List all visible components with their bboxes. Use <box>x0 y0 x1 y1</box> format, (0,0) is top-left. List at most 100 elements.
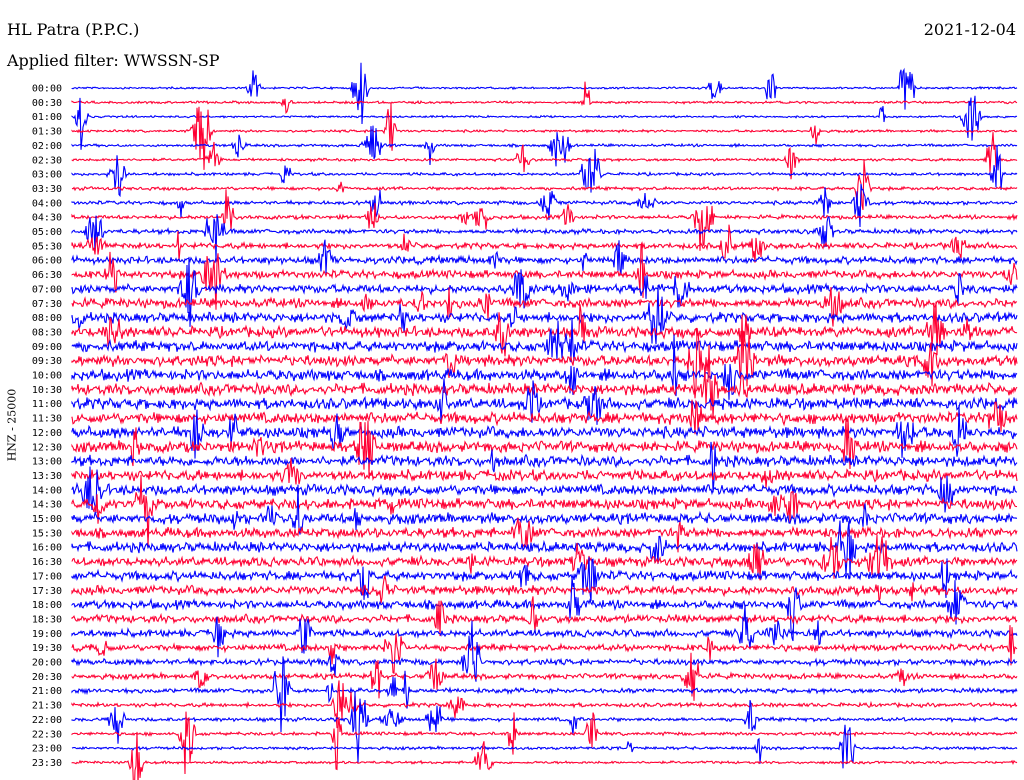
row-time-label: 23:30 <box>32 758 62 769</box>
seismic-trace <box>71 256 1018 327</box>
seismic-trace <box>71 625 1018 675</box>
trace-group <box>71 62 1018 780</box>
seismic-trace <box>71 405 1018 459</box>
seismic-trace <box>71 731 1018 780</box>
row-time-label: 04:00 <box>32 198 62 209</box>
seismic-trace <box>71 474 1018 549</box>
seismic-trace <box>71 159 1018 211</box>
row-time-label: 11:30 <box>32 414 62 425</box>
seismic-trace <box>71 575 1018 604</box>
seismic-trace <box>71 399 1018 435</box>
row-time-label: 02:30 <box>32 155 62 166</box>
seismic-trace <box>71 145 1018 198</box>
row-time-label: 00:00 <box>32 84 62 95</box>
seismic-trace <box>71 576 1018 642</box>
row-time-label: 22:30 <box>32 729 62 740</box>
seismic-trace <box>71 125 1018 167</box>
row-time-label: 08:30 <box>32 327 62 338</box>
row-time-label: 21:00 <box>32 686 62 697</box>
row-label-group: 00:00 00:30 01:00 01:30 02:00 02:30 03:00 03:30… <box>32 84 62 769</box>
row-time-label: 15:00 <box>32 514 62 525</box>
row-time-label: 07:30 <box>32 299 62 310</box>
seismic-trace <box>71 314 1018 399</box>
row-time-label: 03:00 <box>32 170 62 181</box>
seismic-trace <box>71 557 1018 601</box>
row-time-label: 07:00 <box>32 284 62 295</box>
row-time-label: 13:30 <box>32 471 62 482</box>
row-time-label: 01:30 <box>32 127 62 138</box>
date-label: 2021-12-04 <box>923 20 1016 39</box>
seismic-trace <box>71 652 1018 701</box>
row-time-label: 21:30 <box>32 701 62 712</box>
seismic-trace <box>71 132 1018 180</box>
row-time-label: 23:00 <box>32 744 62 755</box>
row-time-label: 14:30 <box>32 500 62 511</box>
row-time-label: 01:00 <box>32 112 62 123</box>
seismic-trace <box>71 517 1018 553</box>
seismic-trace <box>71 285 1018 345</box>
row-time-label: 09:30 <box>32 356 62 367</box>
row-time-label: 04:30 <box>32 213 62 224</box>
row-time-label: 19:00 <box>32 629 62 640</box>
row-time-label: 03:30 <box>32 184 62 195</box>
row-time-label: 16:00 <box>32 543 62 554</box>
seismic-trace <box>71 711 1018 775</box>
row-time-label: 12:00 <box>32 428 62 439</box>
seismic-trace <box>71 458 1018 488</box>
seismic-trace <box>71 62 1018 125</box>
seismic-trace <box>71 596 1018 637</box>
row-time-label: 10:30 <box>32 385 62 396</box>
row-time-label: 06:30 <box>32 270 62 281</box>
seismic-trace <box>71 95 1018 150</box>
seismic-trace <box>71 214 1018 262</box>
seismic-trace <box>71 724 1018 769</box>
seismic-trace <box>71 466 1018 514</box>
seismic-trace <box>71 224 1018 263</box>
row-time-label: 18:30 <box>32 614 62 625</box>
row-time-label: 05:30 <box>32 241 62 252</box>
station-title: HL Patra (P.P.C.) <box>7 20 140 39</box>
seismic-trace <box>71 239 1018 275</box>
seismic-trace <box>71 691 1018 763</box>
seismic-trace <box>71 656 1018 733</box>
seismic-trace <box>71 605 1018 658</box>
row-time-label: 05:00 <box>32 227 62 238</box>
seismic-trace <box>71 301 1018 357</box>
row-time-label: 14:00 <box>32 485 62 496</box>
row-time-label: 16:30 <box>32 557 62 568</box>
row-time-label: 12:30 <box>32 442 62 453</box>
seismic-trace <box>71 520 1018 579</box>
row-time-label: 00:30 <box>32 98 62 109</box>
row-time-label: 13:00 <box>32 457 62 468</box>
seismic-trace <box>71 81 1018 114</box>
seismic-trace <box>71 103 1018 170</box>
seismic-trace <box>71 441 1018 493</box>
row-time-label: 20:00 <box>32 658 62 669</box>
row-time-label: 11:00 <box>32 399 62 410</box>
row-time-label: 06:00 <box>32 256 62 267</box>
filter-label: Applied filter: WWSSN-SP <box>7 51 220 70</box>
row-time-label: 08:00 <box>32 313 62 324</box>
row-time-label: 02:00 <box>32 141 62 152</box>
seismic-trace <box>71 484 1018 535</box>
row-time-label: 17:30 <box>32 586 62 597</box>
row-time-label: 19:30 <box>32 643 62 654</box>
row-time-label: 20:30 <box>32 672 62 683</box>
seismic-trace <box>71 287 1018 327</box>
seismic-trace <box>71 534 1018 581</box>
row-time-label: 15:30 <box>32 528 62 539</box>
seismic-trace <box>71 378 1018 425</box>
seismic-trace <box>71 680 1018 729</box>
row-time-label: 18:00 <box>32 600 62 611</box>
seismic-trace <box>71 317 1018 363</box>
row-time-label: 17:00 <box>32 571 62 582</box>
row-time-label: 22:00 <box>32 715 62 726</box>
seismic-trace <box>71 620 1018 682</box>
seismic-trace <box>71 243 1018 310</box>
seismic-trace <box>71 334 1018 400</box>
seismic-trace <box>71 418 1018 479</box>
seismic-trace <box>71 345 1018 419</box>
row-time-label: 10:00 <box>32 371 62 382</box>
seismic-trace <box>71 189 1018 251</box>
